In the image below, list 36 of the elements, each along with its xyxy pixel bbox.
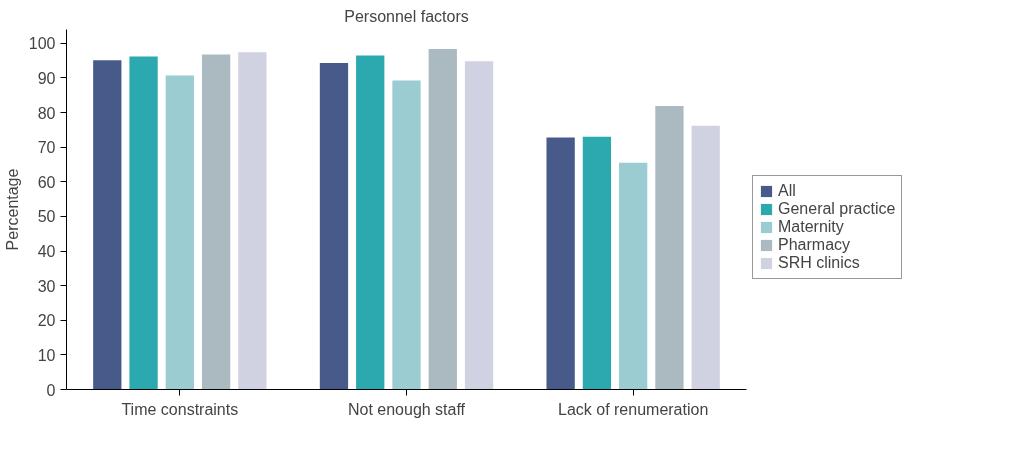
y-tick-label: 30 bbox=[37, 277, 56, 295]
bar bbox=[392, 80, 421, 390]
y-tick-label: 50 bbox=[37, 208, 56, 226]
legend-label: SRH clinics bbox=[778, 254, 860, 272]
legend-label: All bbox=[778, 182, 797, 200]
bar bbox=[655, 106, 684, 390]
y-tick-label: 70 bbox=[37, 139, 56, 157]
bar bbox=[238, 52, 267, 390]
legend-label: General practice bbox=[778, 200, 896, 218]
bar bbox=[356, 55, 385, 390]
chart-title: Personnel factors bbox=[344, 7, 469, 25]
y-tick-label: 40 bbox=[37, 243, 56, 261]
bar bbox=[129, 56, 158, 390]
bar bbox=[691, 125, 720, 390]
bar bbox=[546, 137, 575, 390]
bar bbox=[201, 54, 231, 390]
bar bbox=[582, 136, 612, 390]
y-tick-label: 20 bbox=[37, 312, 56, 330]
x-tick-label: Lack of renumeration bbox=[558, 400, 709, 418]
bar bbox=[319, 63, 349, 390]
legend-label: Maternity bbox=[778, 218, 844, 236]
y-tick-label: 80 bbox=[37, 104, 56, 122]
y-tick-label: 10 bbox=[37, 346, 56, 364]
bar bbox=[464, 61, 494, 390]
bar bbox=[93, 60, 122, 390]
x-tick-label: Time constraints bbox=[121, 400, 239, 418]
y-axis-title: Percentage bbox=[3, 168, 21, 251]
y-tick-label: 90 bbox=[37, 69, 56, 87]
x-tick-label: Not enough staff bbox=[347, 400, 466, 418]
y-tick-label: 0 bbox=[46, 381, 56, 399]
bar bbox=[619, 162, 648, 390]
bar bbox=[165, 75, 194, 390]
legend-label: Pharmacy bbox=[778, 236, 851, 254]
y-tick-label: 100 bbox=[28, 35, 56, 53]
y-tick-label: 60 bbox=[37, 173, 56, 191]
bar bbox=[428, 48, 457, 390]
